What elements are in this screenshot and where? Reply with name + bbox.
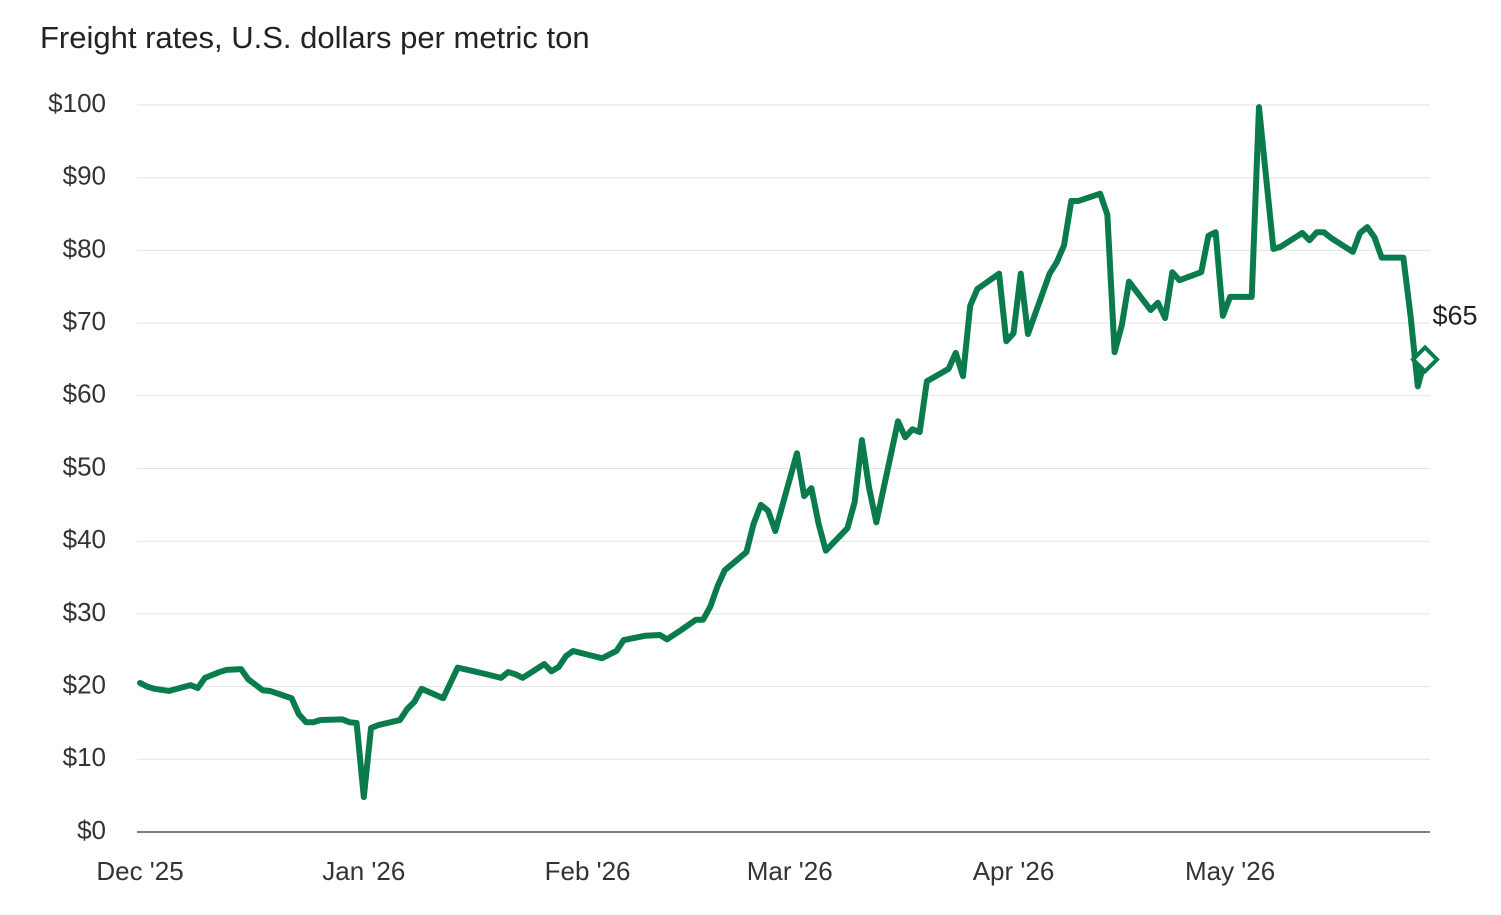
- x-tick-label: Jan '26: [322, 856, 405, 886]
- x-tick-label: Apr '26: [973, 856, 1055, 886]
- chart-title: Freight rates, U.S. dollars per metric t…: [40, 20, 590, 55]
- y-tick-label: $70: [63, 306, 106, 336]
- x-tick-label: Mar '26: [747, 856, 833, 886]
- y-tick-label: $20: [63, 669, 106, 699]
- y-tick-label: $30: [63, 597, 106, 627]
- x-tick-label: Feb '26: [545, 856, 631, 886]
- data-line: [137, 104, 1428, 801]
- y-tick-label: $0: [77, 815, 106, 845]
- end-label: $65: [1432, 301, 1477, 331]
- y-tick-label: $100: [48, 88, 106, 118]
- y-tick-label: $60: [63, 379, 106, 409]
- y-tick-label: $90: [63, 161, 106, 191]
- y-tick-label: $80: [63, 233, 106, 263]
- x-tick-label: Dec '25: [96, 856, 183, 886]
- y-tick-label: $40: [63, 524, 106, 554]
- x-tick-label: May '26: [1185, 856, 1275, 886]
- y-tick-label: $10: [63, 742, 106, 772]
- y-tick-label: $50: [63, 451, 106, 481]
- end-marker: [1410, 344, 1440, 375]
